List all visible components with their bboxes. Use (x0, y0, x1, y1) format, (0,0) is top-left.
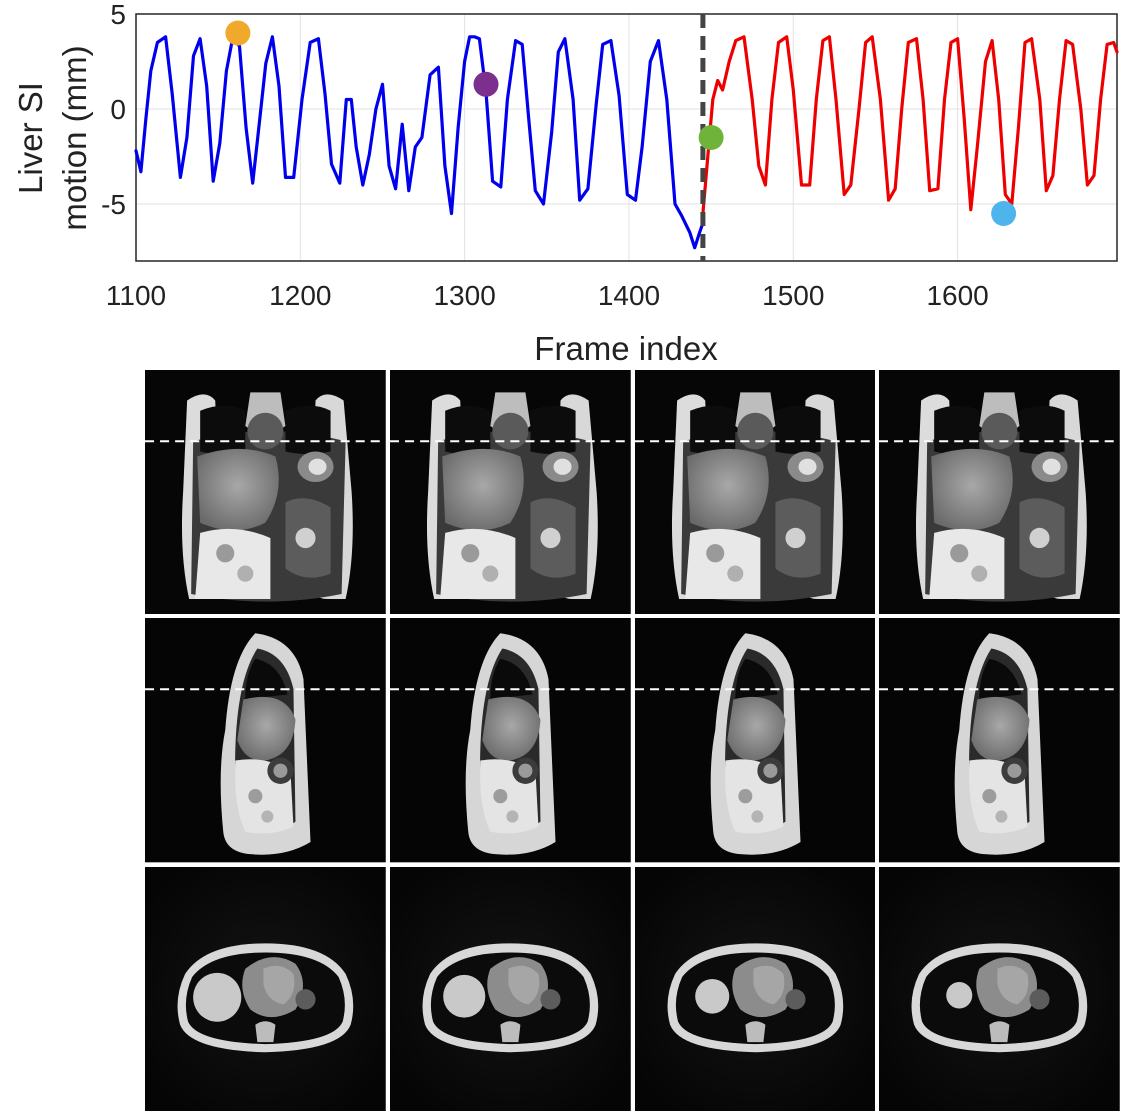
x-tick-label: 1300 (433, 280, 495, 311)
motion-chart: 1100 1200 1300 1400 1500 1600 5 0 -5 Frame inde… (12, 0, 1119, 365)
plot-frame (135, 13, 1118, 262)
axial-slice-image (389, 866, 631, 1111)
x-tick-label: 1600 (926, 280, 988, 311)
sagittal-slice-image (145, 618, 386, 863)
coronal-slice-image (879, 370, 1120, 615)
coronal-frame-3 (634, 370, 876, 615)
axial-slice-image (634, 866, 876, 1111)
sagittal-slice-image (389, 618, 631, 863)
sagittal-frame-4 (879, 618, 1120, 863)
mri-image-grid (145, 370, 1120, 1111)
x-tick-label: 1100 (106, 280, 166, 311)
coronal-slice-image (145, 370, 386, 615)
y-tick-label: 0 (110, 94, 126, 125)
coronal-frame-1 (145, 370, 386, 615)
coronal-frame-4 (879, 370, 1120, 615)
sagittal-frame-2 (389, 618, 631, 863)
axial-frame-4 (879, 866, 1120, 1111)
y-tick-label: 5 (110, 0, 126, 30)
frame-marker-3 (698, 125, 724, 150)
axial-slice-image (879, 866, 1120, 1111)
frame-marker-4 (991, 201, 1017, 226)
x-tick-label: 1500 (762, 280, 824, 311)
frame-marker-2 (473, 71, 499, 97)
sagittal-slice-image (879, 618, 1120, 863)
y-tick-labels: 5 0 -5 (101, 0, 126, 220)
x-tick-label: 1200 (269, 280, 331, 311)
y-tick-label: -5 (101, 189, 126, 220)
marker-layer (225, 20, 1017, 226)
frame-marker-1 (225, 20, 251, 46)
sagittal-slice-image (634, 618, 876, 863)
series-layer (134, 35, 1119, 250)
y-axis-title-line2: motion (mm) (56, 45, 93, 230)
series-line-1 (134, 35, 705, 250)
coronal-frame-2 (389, 370, 631, 615)
axial-slice-image (145, 866, 386, 1111)
axial-frame-2 (389, 866, 631, 1111)
coronal-slice-image (634, 370, 876, 615)
x-tick-label: 1400 (598, 280, 660, 311)
axial-frame-1 (145, 866, 386, 1111)
sagittal-frame-1 (145, 618, 386, 863)
y-axis-title-line1: Liver SI (12, 82, 49, 194)
x-axis-title: Frame index (534, 330, 718, 365)
sagittal-frame-3 (634, 618, 876, 863)
axial-frame-3 (634, 866, 876, 1111)
coronal-slice-image (389, 370, 631, 615)
x-tick-labels: 1100 1200 1300 1400 1500 1600 (106, 280, 989, 311)
series-line-2 (701, 35, 1119, 216)
